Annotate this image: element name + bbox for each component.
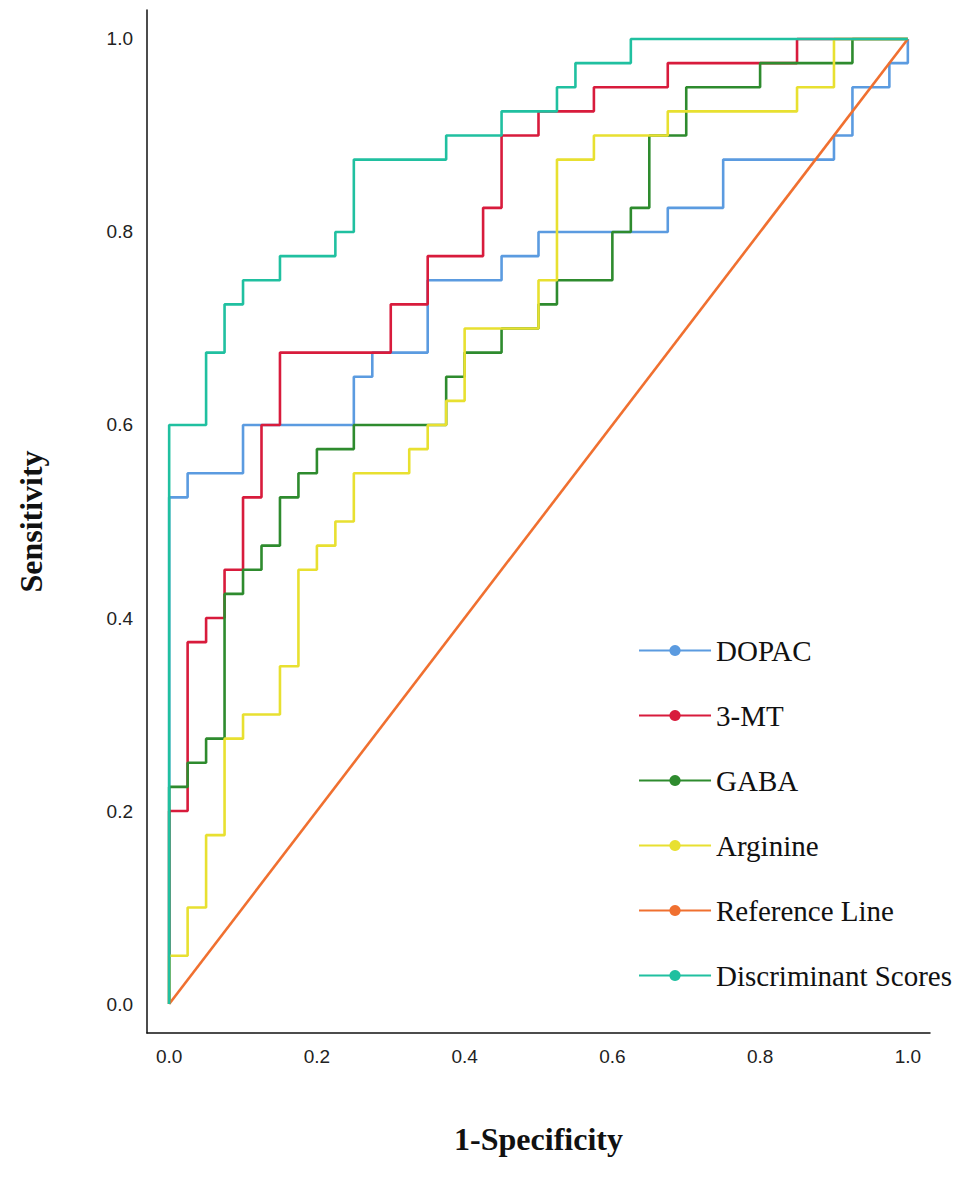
svg-text:0.2: 0.2	[304, 1046, 330, 1067]
svg-text:3-MT: 3-MT	[716, 700, 784, 732]
svg-text:0.8: 0.8	[107, 221, 133, 242]
svg-text:Discriminant Scores: Discriminant Scores	[716, 960, 952, 992]
svg-text:0.8: 0.8	[747, 1046, 773, 1067]
svg-text:Sensitivity: Sensitivity	[13, 450, 49, 592]
svg-text:0.4: 0.4	[451, 1046, 478, 1067]
svg-text:Reference Line: Reference Line	[716, 895, 894, 927]
svg-text:Arginine: Arginine	[716, 830, 819, 862]
svg-text:1.0: 1.0	[107, 28, 133, 49]
svg-text:0.0: 0.0	[156, 1046, 182, 1067]
svg-text:1-Specificity: 1-Specificity	[454, 1121, 623, 1157]
svg-text:DOPAC: DOPAC	[716, 635, 812, 667]
svg-text:0.0: 0.0	[107, 994, 133, 1015]
svg-text:0.6: 0.6	[107, 414, 133, 435]
svg-text:0.6: 0.6	[599, 1046, 625, 1067]
svg-text:0.2: 0.2	[107, 801, 133, 822]
svg-text:0.4: 0.4	[107, 608, 134, 629]
svg-text:GABA: GABA	[716, 765, 798, 797]
svg-text:1.0: 1.0	[895, 1046, 921, 1067]
